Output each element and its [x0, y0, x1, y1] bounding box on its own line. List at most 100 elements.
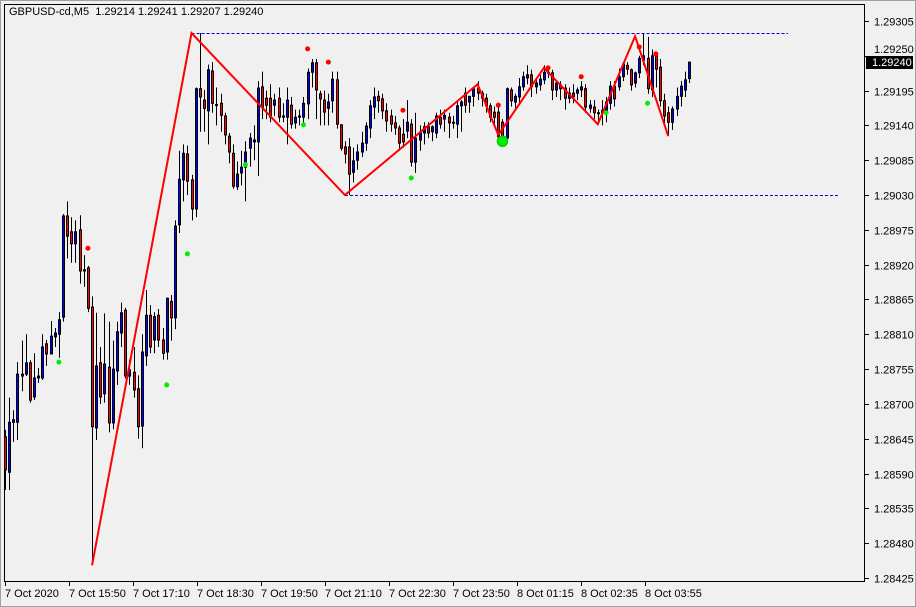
candle — [79, 215, 82, 284]
candle — [33, 353, 36, 401]
candle — [232, 144, 235, 189]
bull-candle-body — [74, 231, 77, 245]
candle — [580, 81, 583, 97]
candle — [680, 81, 683, 107]
y-tick-label: 1.28975 — [874, 226, 914, 238]
candle — [211, 62, 214, 113]
candle — [87, 265, 90, 313]
bear-candle-body — [493, 111, 496, 118]
candle — [41, 334, 44, 380]
candle — [460, 100, 463, 132]
candle — [249, 133, 252, 167]
y-tick-label: 1.28865 — [874, 295, 914, 307]
bear-candle-body — [323, 99, 326, 113]
candle — [373, 87, 376, 120]
bull-candle-body — [456, 105, 459, 125]
bull-candle-body — [257, 87, 260, 143]
bull-candle-body — [236, 173, 239, 188]
candle — [340, 124, 343, 151]
candle — [655, 52, 658, 88]
symbol-label: GBPUSD-cd,M5 — [9, 6, 90, 18]
bull-candle-body — [307, 71, 310, 105]
candle — [103, 313, 106, 403]
candle — [58, 312, 61, 358]
bull-candle-body — [638, 57, 641, 74]
candle — [419, 125, 422, 151]
candle — [8, 397, 11, 490]
candle — [290, 96, 293, 129]
bull-candle-body — [207, 69, 210, 112]
candle — [464, 87, 467, 113]
candle — [203, 89, 206, 132]
bull-candle-body — [671, 108, 674, 123]
bull-candle-body — [618, 76, 621, 88]
bear-candle-body — [162, 339, 165, 354]
up-fractal-dot — [653, 51, 659, 57]
down-fractal-dot — [56, 359, 62, 365]
candle — [638, 55, 641, 78]
bear-candle-body — [410, 123, 413, 163]
bull-candle-body — [680, 85, 683, 97]
x-tick-label: 8 Oct 01:15 — [517, 588, 574, 600]
candle — [21, 340, 24, 392]
bear-candle-body — [45, 343, 48, 355]
candle — [626, 62, 629, 75]
candle — [261, 71, 264, 120]
bull-candle-body — [116, 331, 119, 372]
up-fractal-dot — [578, 74, 584, 80]
bull-candle-body — [589, 104, 592, 109]
candle — [278, 87, 281, 123]
candle — [54, 327, 57, 347]
up-fractal-dot — [400, 107, 406, 113]
bull-candle-body — [684, 79, 687, 91]
candle — [452, 115, 455, 129]
candle — [497, 106, 500, 144]
bear-candle-body — [191, 179, 194, 210]
bull-candle-body — [522, 76, 525, 88]
candle — [83, 255, 86, 287]
bull-candle-body — [460, 101, 463, 107]
bear-candle-body — [261, 86, 264, 108]
bear-candle-body — [630, 69, 633, 86]
y-tick-label: 1.29140 — [874, 121, 914, 133]
bull-candle-body — [580, 86, 583, 91]
candle — [663, 93, 666, 126]
candle — [12, 410, 15, 442]
bull-candle-body — [373, 96, 376, 108]
bear-candle-body — [584, 88, 587, 108]
bull-candle-body — [352, 160, 355, 173]
bear-candle-body — [87, 267, 90, 309]
candle — [410, 119, 413, 167]
candle — [4, 429, 7, 490]
bull-candle-body — [356, 151, 359, 161]
bull-candle-body — [472, 88, 475, 97]
bull-candle-body — [634, 72, 637, 84]
bear-candle-body — [137, 388, 140, 428]
x-tick-label: 7 Oct 17:10 — [133, 588, 190, 600]
bull-candle-body — [369, 105, 372, 129]
x-tick-label: 7 Oct 15:50 — [69, 588, 126, 600]
candle — [394, 115, 397, 135]
bear-candle-body — [655, 55, 658, 70]
bull-candle-body — [62, 215, 65, 318]
candle — [195, 87, 198, 218]
bull-candle-body — [282, 115, 285, 118]
candle — [630, 68, 633, 91]
bull-candle-body — [539, 78, 542, 86]
candle — [584, 84, 587, 113]
bear-candle-body — [124, 309, 127, 377]
y-tick-label: 1.29195 — [874, 87, 914, 99]
bull-candle-body — [526, 74, 529, 79]
up-fractal-dot — [636, 44, 642, 50]
candle — [153, 312, 156, 354]
bear-candle-body — [21, 373, 24, 377]
down-fractal-dot — [242, 162, 248, 168]
bear-candle-body — [290, 104, 293, 125]
bear-candle-body — [315, 62, 318, 91]
bear-candle-body — [593, 106, 596, 114]
chart-title: GBPUSD-cd,M5 1.29214 1.29241 1.29207 1.2… — [9, 6, 263, 18]
bull-candle-body — [195, 88, 198, 210]
candle — [647, 36, 650, 94]
bull-candle-body — [58, 319, 61, 335]
